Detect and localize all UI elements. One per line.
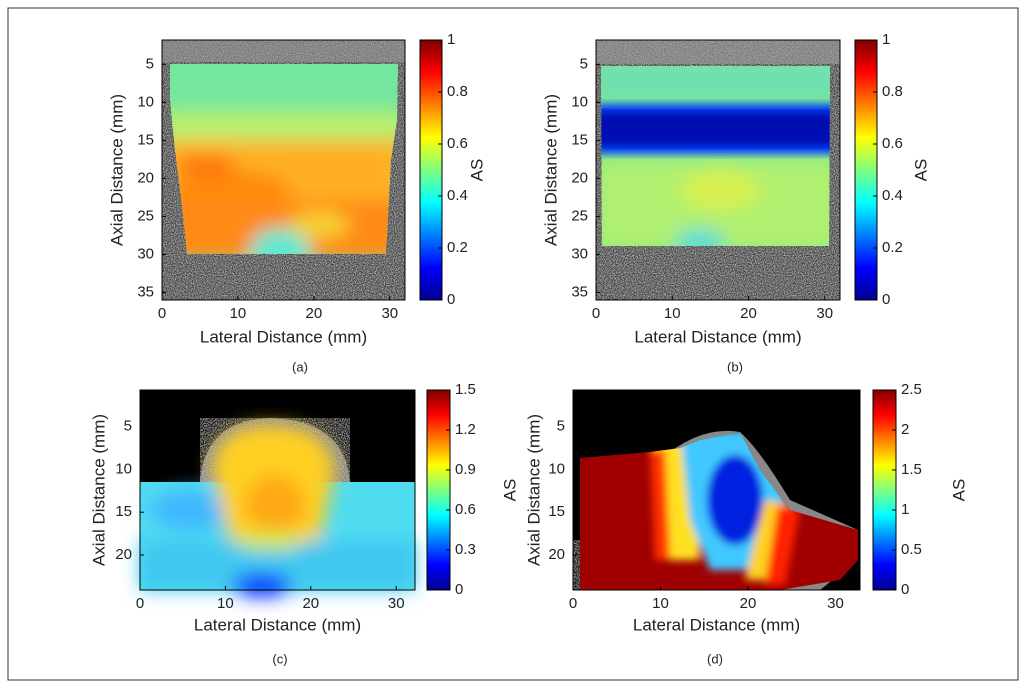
y-tick-label: 20 <box>115 546 132 563</box>
y-tick-label: 15 <box>115 503 132 520</box>
panel-caption: (a) <box>292 359 308 374</box>
x-axis-label: Lateral Distance (mm) <box>194 615 361 634</box>
x-tick-label: 10 <box>664 305 681 322</box>
colorbar-tick-label: 1 <box>882 31 890 48</box>
panel-caption: (c) <box>272 651 287 666</box>
image-a <box>162 40 405 300</box>
colorbar <box>872 389 897 591</box>
colorbar-tick-label: 0.6 <box>882 135 903 152</box>
y-tick-label: 15 <box>571 131 588 148</box>
y-tick-label: 5 <box>146 55 154 72</box>
colorbar-tick-label: 2.5 <box>901 381 922 398</box>
y-tick-label: 25 <box>571 207 588 224</box>
y-tick-label: 5 <box>124 418 132 435</box>
axes-box <box>161 39 406 301</box>
axes-box <box>572 389 861 591</box>
colorbar <box>854 39 878 301</box>
y-tick-label: 30 <box>137 245 154 262</box>
x-tick-label: 30 <box>827 595 844 612</box>
y-tick-label: 10 <box>548 460 565 477</box>
axes-box <box>139 389 416 591</box>
x-tick-label: 0 <box>136 595 144 612</box>
colorbar <box>419 39 443 301</box>
x-tick-label: 20 <box>306 305 323 322</box>
colorbar-tick-label: 1.2 <box>455 421 476 438</box>
colorbar-label: AS <box>467 159 486 182</box>
y-tick-label: 5 <box>580 55 588 72</box>
axes-box <box>595 39 841 301</box>
colorbar-tick-label: 0.8 <box>882 83 903 100</box>
colorbar-tick-label: 0.8 <box>447 83 468 100</box>
colorbar-tick-label: 0.6 <box>447 135 468 152</box>
y-tick-label: 5 <box>557 418 565 435</box>
colorbar-tick-label: 1 <box>447 31 455 48</box>
colorbar-tick-label: 0.4 <box>882 187 903 204</box>
x-tick-label: 20 <box>740 305 757 322</box>
colorbar-tick-label: 0 <box>455 581 463 598</box>
x-tick-label: 30 <box>816 305 833 322</box>
image-b <box>596 40 840 300</box>
panel-caption: (d) <box>707 651 723 666</box>
x-axis-label: Lateral Distance (mm) <box>633 615 800 634</box>
y-tick-label: 25 <box>137 207 154 224</box>
colorbar-tick-label: 0 <box>882 291 890 308</box>
colorbar-label: AS <box>500 479 519 502</box>
colorbar-tick-label: 0 <box>901 581 909 598</box>
colorbar-tick-label: 1.5 <box>901 461 922 478</box>
image-c <box>140 390 415 597</box>
x-tick-label: 0 <box>158 305 166 322</box>
y-tick-label: 10 <box>115 460 132 477</box>
colorbar-tick-label: 2 <box>901 421 909 438</box>
colorbar-label: AS <box>911 159 930 182</box>
x-tick-label: 10 <box>217 595 234 612</box>
x-tick-label: 10 <box>652 595 669 612</box>
y-axis-label: Axial Distance (mm) <box>524 414 543 566</box>
colorbar-tick-label: 1.5 <box>455 381 476 398</box>
colorbar-tick-label: 1 <box>901 501 909 518</box>
colorbar-tick-label: 0.2 <box>882 239 903 256</box>
colorbar-tick-label: 0.9 <box>455 461 476 478</box>
x-tick-label: 0 <box>569 595 577 612</box>
y-tick-label: 35 <box>137 283 154 300</box>
y-tick-label: 30 <box>571 245 588 262</box>
x-tick-label: 20 <box>302 595 319 612</box>
colorbar-tick-label: 0 <box>447 291 455 308</box>
x-tick-label: 20 <box>740 595 757 612</box>
x-tick-label: 0 <box>592 305 600 322</box>
y-tick-label: 10 <box>571 93 588 110</box>
x-tick-label: 10 <box>230 305 247 322</box>
y-tick-label: 15 <box>137 131 154 148</box>
colorbar-tick-label: 0.2 <box>447 239 468 256</box>
y-tick-label: 10 <box>137 93 154 110</box>
y-axis-label: Axial Distance (mm) <box>541 94 560 246</box>
x-tick-label: 30 <box>381 305 398 322</box>
colorbar <box>426 389 451 591</box>
x-tick-label: 30 <box>388 595 405 612</box>
x-axis-label: Lateral Distance (mm) <box>634 327 801 346</box>
colorbar-tick-label: 0.6 <box>455 501 476 518</box>
y-tick-label: 20 <box>137 169 154 186</box>
image-d <box>573 390 860 590</box>
colorbar-tick-label: 0.3 <box>455 541 476 558</box>
panel-caption: (b) <box>727 359 743 374</box>
y-axis-label: Axial Distance (mm) <box>89 414 108 566</box>
y-tick-label: 35 <box>571 283 588 300</box>
y-tick-label: 20 <box>571 169 588 186</box>
y-tick-label: 20 <box>548 546 565 563</box>
colorbar-tick-label: 0.5 <box>901 541 922 558</box>
x-axis-label: Lateral Distance (mm) <box>200 327 367 346</box>
colorbar-tick-label: 0.4 <box>447 187 468 204</box>
y-axis-label: Axial Distance (mm) <box>107 94 126 246</box>
y-tick-label: 15 <box>548 503 565 520</box>
colorbar-label: AS <box>949 479 968 502</box>
